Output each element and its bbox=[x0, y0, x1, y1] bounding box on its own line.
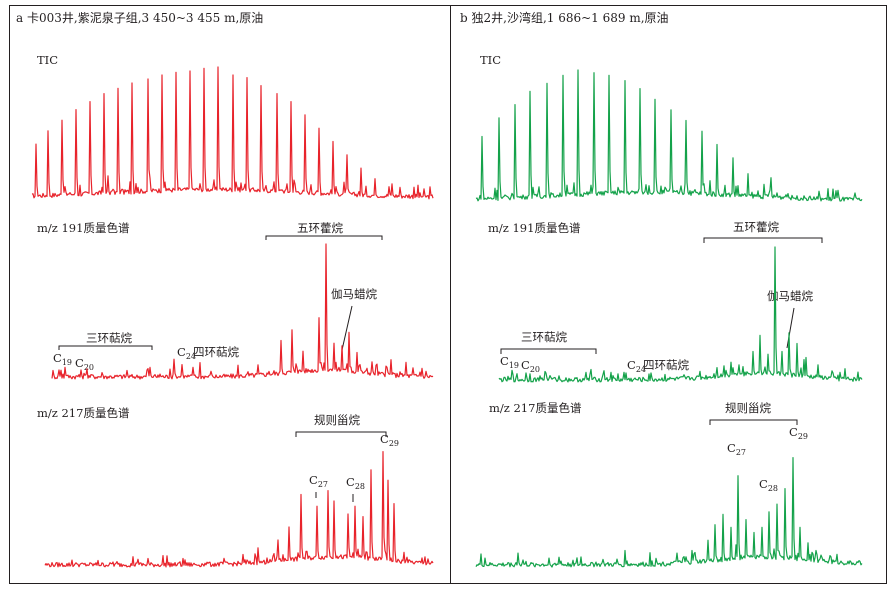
panel-a-sterane-label: 规则甾烷 bbox=[314, 413, 360, 427]
panel-a-sterane-bracket bbox=[295, 431, 387, 437]
panel-b-m217-label: m/z 217质量色谱 bbox=[489, 401, 582, 415]
panel-b-tetracyclic-label: 四环萜烷 bbox=[643, 358, 689, 372]
panel-b-labels: b 独2井,沙湾组,1 686~1 689 m,原油 TIC m/z 191质量… bbox=[460, 10, 823, 493]
panel-a-c20-label: C20 bbox=[75, 356, 94, 372]
panel-a-gammacerane-pointer bbox=[341, 305, 353, 351]
panel-b-c29-label: C29 bbox=[789, 425, 808, 441]
panel-b-c24-label: C24 bbox=[627, 358, 646, 374]
panel-b-tricyclic-bracket bbox=[500, 348, 597, 354]
panel-b-gammacerane-label: 伽马蜡烷 bbox=[767, 289, 813, 303]
panel-b-tricyclic-label: 三环萜烷 bbox=[521, 330, 567, 344]
panel-a-c24-label: C24 bbox=[177, 345, 196, 361]
panel-a-tetracyclic-label: 四环萜烷 bbox=[193, 345, 239, 359]
trace-b-mz191 bbox=[498, 246, 863, 383]
panel-b-title: b 独2井,沙湾组,1 686~1 689 m,原油 bbox=[460, 10, 669, 25]
panel-a-gammacerane-label: 伽马蜡烷 bbox=[331, 287, 377, 301]
panel-a-m217-label: m/z 217质量色谱 bbox=[37, 406, 130, 420]
panel-b-sterane-bracket bbox=[709, 419, 798, 425]
panel-a-tricyclic-label: 三环萜烷 bbox=[86, 331, 132, 345]
panel-a-tricyclic-bracket bbox=[58, 345, 153, 350]
panel-a-c29-label: C29 bbox=[380, 432, 399, 448]
panel-a-c27-label: C27 bbox=[309, 473, 328, 489]
panel-b-m191-label: m/z 191质量色谱 bbox=[488, 221, 581, 235]
panel-a-c28-label: C28 bbox=[346, 475, 365, 491]
figure-frame bbox=[9, 5, 887, 584]
panel-b-tic-label: TIC bbox=[480, 53, 501, 67]
panel-a-labels: a 卡003井,紫泥泉子组,3 450~3 455 m,原油 TIC m/z 1… bbox=[16, 11, 399, 502]
panel-b-hopane-label: 五环藿烷 bbox=[733, 220, 779, 234]
panel-b-c20-label: C20 bbox=[521, 358, 540, 374]
trace-a-mz191 bbox=[51, 243, 434, 380]
panel-b-c28-label: C28 bbox=[759, 477, 778, 493]
panel-b-sterane-label: 规则甾烷 bbox=[725, 401, 771, 415]
trace-b-tic bbox=[475, 69, 863, 202]
panel-a-c19-label: C19 bbox=[53, 351, 72, 367]
panel-a-m191-label: m/z 191质量色谱 bbox=[37, 221, 130, 235]
panel-b-c19-label: C19 bbox=[500, 354, 519, 370]
panel-a-hopane-bracket bbox=[265, 235, 383, 240]
panel-b-hopane-bracket bbox=[703, 237, 823, 243]
trace-a-tic bbox=[31, 66, 434, 200]
chromatogram-traces bbox=[31, 66, 863, 568]
panel-a-hopane-label: 五环藿烷 bbox=[297, 221, 343, 235]
panel-a-tic-label: TIC bbox=[37, 53, 58, 67]
panel-b-c27-label: C27 bbox=[727, 441, 746, 457]
panel-a-title: a 卡003井,紫泥泉子组,3 450~3 455 m,原油 bbox=[16, 11, 263, 25]
trace-b-mz217 bbox=[475, 457, 863, 568]
panel-b-gammacerane-pointer bbox=[786, 307, 795, 349]
trace-a-mz217 bbox=[44, 451, 434, 568]
